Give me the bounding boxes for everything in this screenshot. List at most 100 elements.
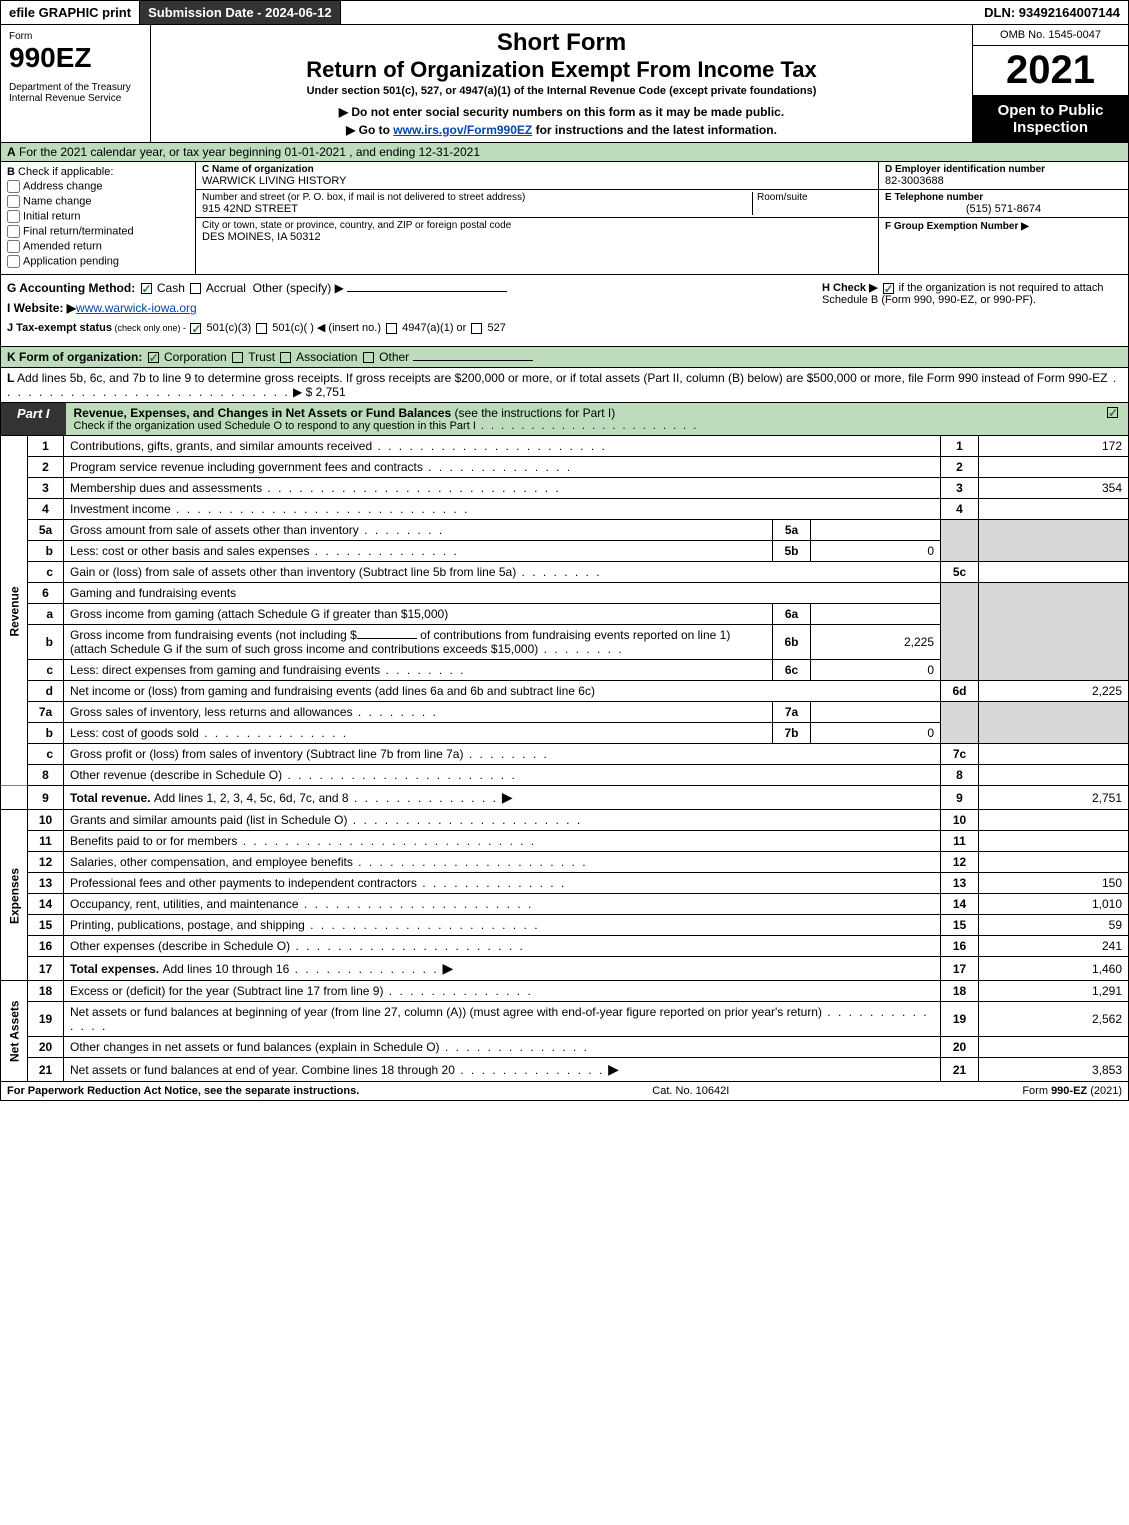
- dots: [380, 663, 465, 677]
- table-row: 20 Other changes in net assets or fund b…: [1, 1037, 1129, 1058]
- chk-other-org[interactable]: [363, 352, 374, 363]
- dots: [353, 705, 438, 719]
- table-row: 14 Occupancy, rent, utilities, and maint…: [1, 894, 1129, 915]
- box-19: 19: [941, 1002, 979, 1037]
- website-link[interactable]: www.warwick-iowa.org: [76, 301, 197, 315]
- goto-pre: ▶ Go to: [346, 123, 393, 137]
- box-14: 14: [941, 894, 979, 915]
- dots: [353, 855, 588, 869]
- chk-cash[interactable]: [141, 283, 152, 294]
- table-row: 9 Total revenue. Add lines 1, 2, 3, 4, 5…: [1, 786, 1129, 810]
- desc-15-text: Printing, publications, postage, and shi…: [70, 918, 305, 932]
- chk-application-pending[interactable]: Application pending: [7, 255, 189, 268]
- efile-print-button[interactable]: efile GRAPHIC print: [1, 1, 140, 24]
- dln: DLN: 93492164007144: [976, 1, 1128, 24]
- val-20: [979, 1037, 1129, 1058]
- chk-association[interactable]: [280, 352, 291, 363]
- ln-9: 9: [28, 786, 64, 810]
- desc-6b: Gross income from fundraising events (no…: [64, 625, 773, 660]
- desc-9-text: Add lines 1, 2, 3, 4, 5c, 6d, 7c, and 8: [154, 791, 349, 805]
- desc-8: Other revenue (describe in Schedule O): [64, 765, 941, 786]
- table-row: 8 Other revenue (describe in Schedule O)…: [1, 765, 1129, 786]
- chk-corporation[interactable]: [148, 352, 159, 363]
- ln-7a: 7a: [28, 702, 64, 723]
- ln-12: 12: [28, 852, 64, 873]
- shade-7v: [979, 702, 1129, 744]
- ln-16: 16: [28, 936, 64, 957]
- part1-title-bold: Revenue, Expenses, and Changes in Net As…: [74, 406, 452, 420]
- shade-6: [941, 583, 979, 681]
- submission-date: Submission Date - 2024-06-12: [140, 1, 341, 24]
- val-12: [979, 852, 1129, 873]
- row-a-calendar-year: A For the 2021 calendar year, or tax yea…: [0, 143, 1129, 162]
- desc-7b-text: Less: cost of goods sold: [70, 726, 199, 740]
- row-h: H Check ▶ if the organization is not req…: [822, 281, 1122, 340]
- chk-final-return[interactable]: Final return/terminated: [7, 225, 189, 238]
- box-9: 9: [941, 786, 979, 810]
- chk-527[interactable]: [471, 323, 482, 334]
- desc-6c: Less: direct expenses from gaming and fu…: [64, 660, 773, 681]
- addr-cell: Number and street (or P. O. box, if mail…: [196, 190, 878, 218]
- goto-link[interactable]: www.irs.gov/Form990EZ: [393, 123, 532, 137]
- table-row: 3 Membership dues and assessments 3 354: [1, 478, 1129, 499]
- ln-1: 1: [28, 436, 64, 457]
- box-4: 4: [941, 499, 979, 520]
- ln-2: 2: [28, 457, 64, 478]
- dots: [440, 1040, 589, 1054]
- dots: [372, 439, 607, 453]
- l-value: 2,751: [316, 385, 346, 399]
- chk-trust[interactable]: [232, 352, 243, 363]
- g-cash: Cash: [157, 281, 185, 295]
- desc-7c-text: Gross profit or (loss) from sales of inv…: [70, 747, 463, 761]
- j-4947: 4947(a)(1) or: [402, 322, 466, 334]
- desc-18-text: Excess or (deficit) for the year (Subtra…: [70, 984, 383, 998]
- sub-7b: 7b: [773, 723, 811, 744]
- table-row: 21 Net assets or fund balances at end of…: [1, 1058, 1129, 1082]
- desc-14: Occupancy, rent, utilities, and maintena…: [64, 894, 941, 915]
- chk-part1-schedule-o[interactable]: [1107, 407, 1118, 418]
- part1-checkbox[interactable]: [1097, 403, 1128, 435]
- block-bcdef: B Check if applicable: Address change Na…: [0, 162, 1129, 275]
- topbar: efile GRAPHIC print Submission Date - 20…: [0, 0, 1129, 25]
- dots: [463, 747, 548, 761]
- ln-4: 4: [28, 499, 64, 520]
- box-21: 21: [941, 1058, 979, 1082]
- dots: [359, 523, 444, 537]
- box-15: 15: [941, 915, 979, 936]
- desc-6d: Net income or (loss) from gaming and fun…: [64, 681, 941, 702]
- room-suite: Room/suite: [752, 192, 872, 215]
- ln-10: 10: [28, 810, 64, 831]
- chk-501c3[interactable]: [190, 323, 201, 334]
- chk-501c[interactable]: [256, 323, 267, 334]
- chk-name-change[interactable]: Name change: [7, 195, 189, 208]
- i-label: I Website: ▶: [7, 301, 76, 315]
- chk-initial-return[interactable]: Initial return: [7, 210, 189, 223]
- ln-13: 13: [28, 873, 64, 894]
- box-11: 11: [941, 831, 979, 852]
- col-b-text: Check if applicable:: [15, 166, 113, 178]
- row-k-form-of-org: K Form of organization: Corporation Trus…: [0, 347, 1129, 368]
- dots: [289, 962, 438, 976]
- phone-cell: E Telephone number (515) 571-8674: [879, 190, 1128, 218]
- header-left: Form 990EZ Department of the Treasury In…: [1, 25, 151, 142]
- chk-address-change[interactable]: Address change: [7, 180, 189, 193]
- sub-6a: 6a: [773, 604, 811, 625]
- box-16: 16: [941, 936, 979, 957]
- chk-amended-return[interactable]: Amended return: [7, 240, 189, 253]
- col-b-label: B: [7, 166, 15, 178]
- chk-4947[interactable]: [386, 323, 397, 334]
- row-a-label: A: [7, 145, 16, 159]
- chk-h[interactable]: [883, 283, 894, 294]
- open-to-public: Open to Public Inspection: [973, 96, 1128, 142]
- dots: [417, 876, 566, 890]
- table-row: d Net income or (loss) from gaming and f…: [1, 681, 1129, 702]
- ln-6d: d: [28, 681, 64, 702]
- chk-accrual[interactable]: [190, 283, 201, 294]
- desc-11-text: Benefits paid to or for members: [70, 834, 237, 848]
- dots: [171, 502, 470, 516]
- desc-7b: Less: cost of goods sold: [64, 723, 773, 744]
- sidelabel-rev-end: [1, 786, 28, 810]
- ln-6c: c: [28, 660, 64, 681]
- k-corporation: Corporation: [164, 350, 227, 364]
- short-form-title: Short Form: [159, 29, 964, 57]
